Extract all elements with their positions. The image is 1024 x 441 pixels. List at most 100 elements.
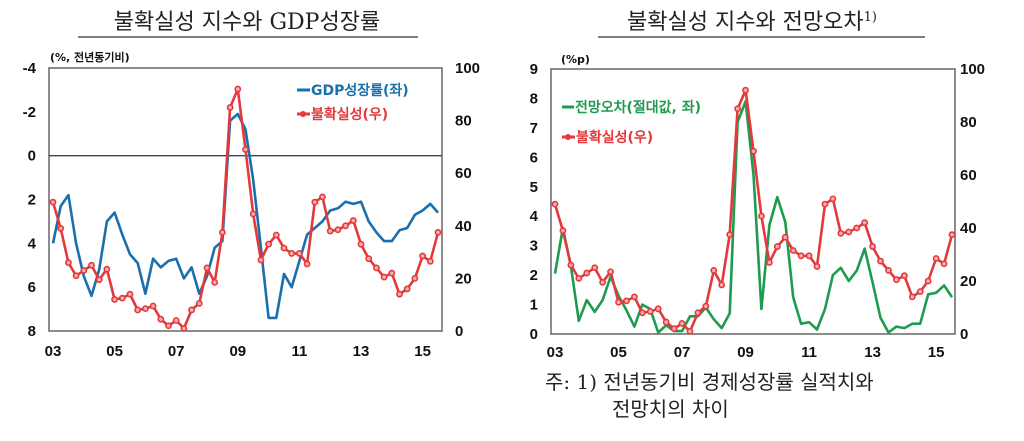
series-uncertainty-point	[750, 147, 757, 155]
series-uncertainty-point	[591, 264, 599, 272]
series-uncertainty-point	[165, 322, 172, 330]
series-uncertainty-point	[288, 250, 296, 257]
series-uncertainty-point	[924, 277, 932, 285]
series-uncertainty-point	[403, 285, 411, 293]
series-uncertainty-point	[908, 293, 916, 301]
series-uncertainty-point	[149, 302, 157, 310]
series-uncertainty-point	[295, 250, 303, 257]
right-axis-tick-label: 100	[960, 61, 985, 78]
left-axis-tick-label: 7	[530, 120, 538, 137]
series-uncertainty-point	[932, 255, 940, 262]
footnote-line-1: 주: 1) 전년동기비 경제성장률 실적치와	[545, 370, 874, 394]
series-uncertainty-point	[126, 290, 134, 298]
series-uncertainty-point	[885, 266, 892, 274]
left-axis-tick-label: 1	[530, 297, 538, 314]
x-axis-tick-label: 13	[864, 344, 881, 361]
series-uncertainty-point	[372, 264, 380, 272]
series-uncertainty-point	[567, 261, 575, 269]
chart-gdp: 불확실성 지수와 GDP성장률 (%, 전년동기비) -4 -2 0 2 4 6 8 100 8…	[23, 10, 480, 360]
plot-area: 9 8 7 6 5 4 3 2 1 0 100 80 60 40 20 0 03 05 07 09 11 13 15	[530, 61, 985, 361]
series-uncertainty-point	[49, 198, 57, 206]
series-uncertainty-point	[326, 227, 334, 235]
left-axis-tick-label: 6	[530, 149, 538, 166]
left-axis-tick-label: 4	[28, 235, 37, 252]
series-uncertainty-point	[813, 263, 821, 270]
series-uncertainty-point	[380, 273, 388, 281]
left-axis-tick-label: -4	[23, 60, 37, 77]
series-uncertainty-point	[65, 259, 72, 267]
series-uncertainty-point	[654, 305, 662, 313]
series-uncertainty-point	[702, 302, 710, 310]
series-uncertainty-point	[631, 293, 638, 301]
right-axis-tick-label: 20	[960, 273, 977, 290]
x-axis-tick-label: 05	[106, 343, 123, 360]
left-axis-tick-label: 5	[530, 179, 538, 196]
series-uncertainty-point	[837, 229, 845, 237]
legend: GDP성장률(좌) 불확실성(우)	[297, 82, 409, 123]
series-uncertainty-point	[419, 252, 426, 260]
series-uncertainty-line	[51, 87, 440, 330]
series-uncertainty-point	[940, 260, 948, 268]
series-uncertainty-point	[559, 227, 567, 235]
x-axis-tick-label: 03	[547, 344, 564, 361]
series-uncertainty-point	[426, 257, 434, 265]
series-uncertainty-point	[95, 276, 103, 284]
series-uncertainty-point	[57, 225, 65, 232]
legend: 전망오차(절대값, 좌) 불확실성(우)	[562, 99, 701, 146]
chart-title-footnote-mark: 1)	[864, 10, 877, 25]
chart-title: 불확실성 지수와 GDP성장률	[114, 10, 380, 35]
series-uncertainty-point	[797, 252, 805, 260]
series-uncertainty-point	[845, 228, 853, 236]
series-uncertainty-point	[218, 228, 226, 236]
series-uncertainty-point	[365, 255, 373, 263]
series-uncertainty-point	[311, 198, 319, 206]
chart-forecast-error: 불확실성 지수와 전망오차1) (%p) 9 8 7 6 5 4 3 2 1 0 100 80 60 40…	[530, 10, 985, 361]
right-axis-tick-label: 100	[455, 60, 480, 77]
left-axis-tick-label: 2	[530, 267, 538, 284]
series-uncertainty-point	[805, 252, 813, 260]
series-uncertainty-point	[583, 269, 591, 277]
series-uncertainty-point	[103, 265, 111, 273]
legend-gdp-label: GDP성장률(좌)	[311, 82, 409, 99]
series-uncertainty-point	[948, 231, 956, 239]
series-gdp-line	[51, 112, 439, 320]
series-uncertainty-point	[861, 219, 869, 227]
series-uncertainty-point	[141, 305, 149, 313]
plot-frame	[550, 68, 956, 335]
series-uncertainty-point	[821, 200, 829, 208]
right-axis-tick-label: 20	[455, 270, 472, 287]
series-uncertainty-point	[575, 274, 583, 282]
series-uncertainty-point	[195, 299, 203, 307]
series-uncertainty-point	[916, 288, 924, 295]
plot-frame	[48, 67, 443, 332]
series-uncertainty-point	[829, 195, 837, 203]
legend-forecast-error-label: 전망오차(절대값, 좌)	[575, 99, 701, 116]
series-uncertainty-point	[226, 104, 234, 111]
series-uncertainty-point	[900, 272, 908, 280]
right-axis-tick-label: 40	[455, 218, 472, 235]
series-uncertainty-point	[257, 256, 265, 264]
series-uncertainty-point	[646, 308, 654, 315]
series-uncertainty-point	[869, 243, 876, 250]
series-uncertainty-point	[853, 224, 861, 232]
series-uncertainty-point	[118, 294, 126, 302]
series-uncertainty-point	[781, 233, 789, 241]
legend-uncertainty-marker	[300, 111, 306, 117]
series-uncertainty-point	[411, 274, 419, 282]
x-axis-tick-label: 09	[737, 344, 754, 361]
left-axis-tick-label: 8	[28, 323, 36, 340]
series-uncertainty-point	[396, 290, 403, 298]
left-axis-tick-label: 9	[530, 61, 538, 78]
left-axis-tick-label: 2	[28, 192, 36, 209]
x-axis-tick-label: 07	[168, 343, 185, 360]
series-uncertainty-point	[357, 240, 365, 248]
series-uncertainty-point	[789, 247, 797, 254]
series-uncertainty-point	[434, 228, 442, 236]
series-uncertainty-point	[111, 296, 118, 303]
series-uncertainty-point	[72, 272, 80, 280]
right-axis-tick-label: 60	[455, 165, 472, 182]
series-uncertainty-point	[734, 105, 742, 113]
left-axis-tick-label: 0	[28, 148, 36, 165]
series-uncertainty-point	[662, 318, 670, 326]
series-uncertainty-point	[242, 146, 249, 153]
